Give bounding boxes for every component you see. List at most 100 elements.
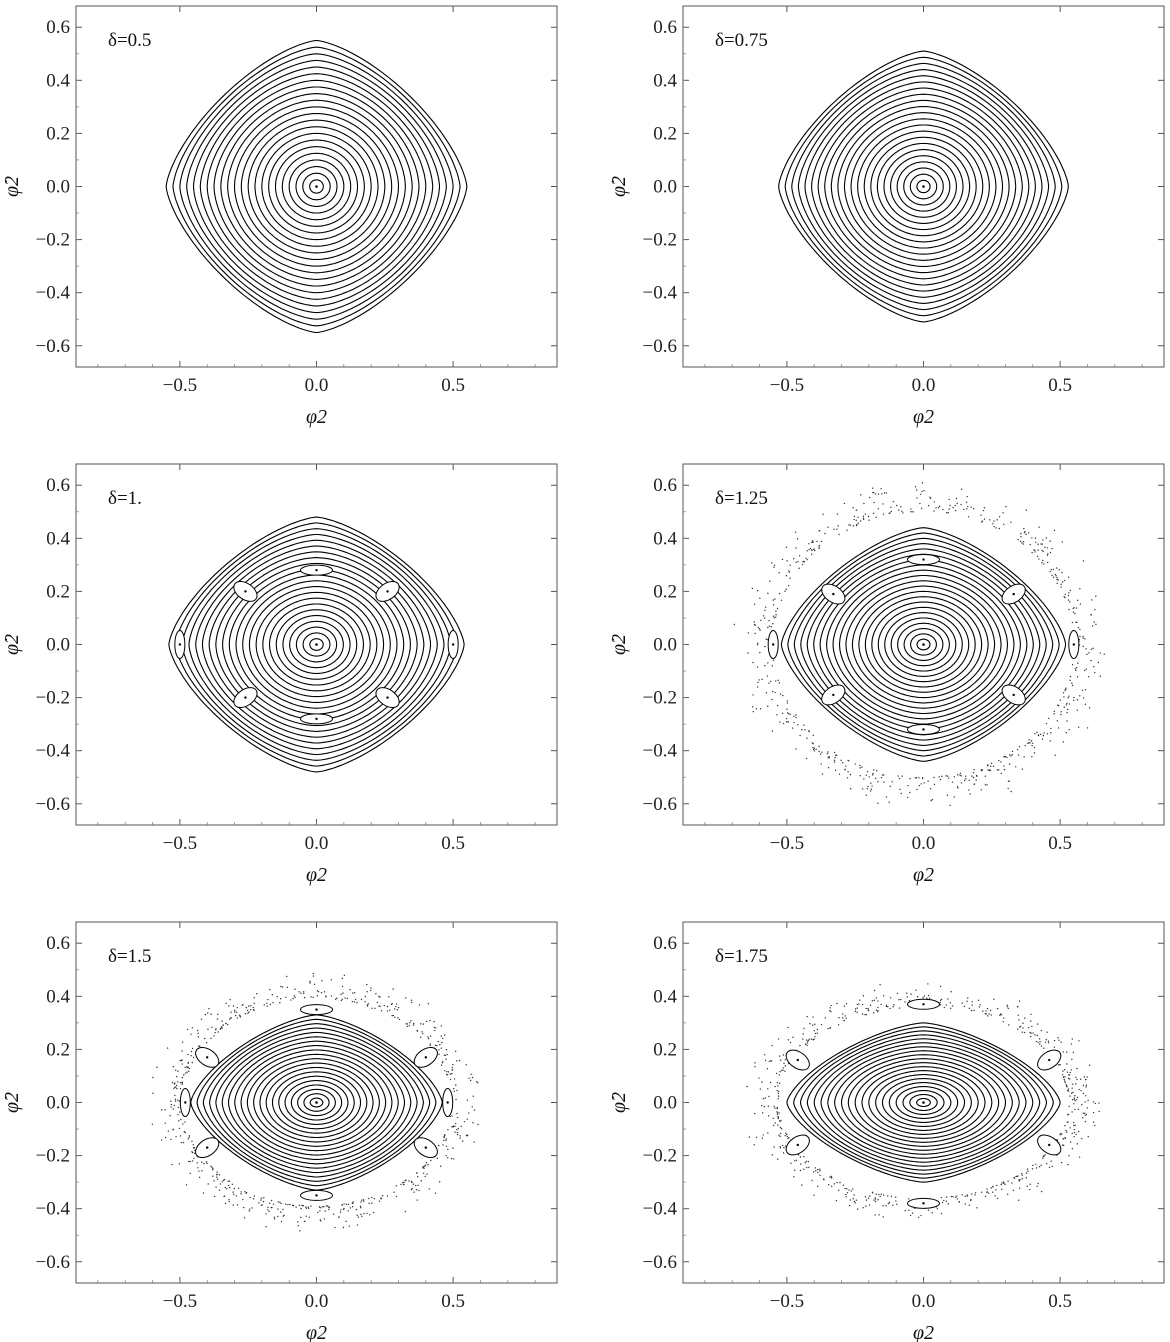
chaos-point	[164, 1136, 167, 1139]
chaos-point	[854, 1202, 856, 1204]
chaos-point	[175, 1084, 178, 1087]
chaos-point	[778, 1074, 781, 1076]
chaos-point	[846, 529, 848, 531]
chaos-point	[1082, 697, 1085, 699]
chaos-point	[472, 1122, 474, 1124]
chaos-point	[1038, 1166, 1041, 1168]
chaos-point	[394, 1016, 396, 1018]
chaos-point	[1062, 1076, 1065, 1078]
chaos-point	[889, 1007, 891, 1010]
chaos-point	[451, 1067, 454, 1069]
chaos-point	[394, 1008, 396, 1010]
orbit-curve	[884, 612, 963, 677]
chaos-point	[777, 1117, 779, 1120]
chaos-point	[939, 778, 942, 781]
chaos-point	[821, 773, 824, 775]
chaos-point	[151, 1123, 154, 1125]
chaos-point	[941, 1201, 944, 1204]
chaos-point	[768, 1060, 770, 1063]
chaos-point	[945, 512, 948, 514]
chaos-point	[341, 977, 344, 980]
chaos-point	[865, 1013, 868, 1016]
chaos-point	[477, 1123, 479, 1126]
chaos-point	[982, 1010, 984, 1012]
chaos-point	[451, 1072, 453, 1075]
chaos-point	[863, 502, 865, 505]
chaos-point	[356, 1001, 358, 1004]
chaos-point	[392, 988, 394, 990]
chaos-point	[190, 1033, 192, 1035]
chaos-point	[966, 1000, 968, 1002]
y-tick-label: −0.6	[36, 336, 70, 357]
chaos-point	[908, 1209, 910, 1212]
chaos-point	[371, 1196, 373, 1199]
chaos-point	[888, 801, 890, 803]
orbit-curve	[309, 1097, 324, 1108]
island-center	[1048, 1058, 1051, 1062]
chaos-point	[152, 1076, 154, 1079]
orbit-curve	[784, 56, 1063, 317]
chaos-point	[1103, 653, 1105, 655]
x-axis-label: φ2	[913, 406, 934, 428]
chaos-point	[1040, 1164, 1042, 1166]
chaos-point	[1084, 1114, 1086, 1117]
chaos-point	[1000, 1183, 1002, 1186]
chaos-point	[1066, 702, 1068, 705]
chaos-point	[428, 1188, 431, 1190]
orbit-curve	[876, 142, 971, 231]
chaos-point	[906, 992, 908, 994]
chaos-point	[357, 1216, 360, 1218]
chaos-point	[1074, 1108, 1076, 1111]
chaos-point	[427, 1003, 430, 1005]
chaos-point	[178, 1127, 181, 1130]
chaos-point	[429, 1043, 431, 1045]
chaos-point	[427, 1037, 430, 1040]
chaos-point	[975, 774, 978, 777]
chaos-point	[798, 567, 800, 570]
chaos-point	[440, 1064, 443, 1066]
chaos-point	[806, 1015, 808, 1018]
chaos-point	[1034, 551, 1036, 553]
chaos-point	[1054, 573, 1056, 576]
island-center	[244, 696, 247, 699]
chaos-point	[1038, 558, 1040, 560]
chaos-point	[782, 722, 785, 725]
chaos-point	[746, 1085, 748, 1088]
chaos-point	[892, 1204, 894, 1206]
chaos-point	[875, 516, 877, 518]
chaos-point	[345, 1220, 347, 1223]
chaos-point	[253, 1002, 255, 1005]
chaos-point	[221, 1181, 223, 1183]
chaos-point	[319, 1206, 321, 1208]
chaos-point	[947, 1203, 950, 1205]
orbit-curve	[209, 1027, 424, 1178]
chaos-point	[778, 1134, 780, 1136]
chaos-point	[818, 750, 820, 753]
y-tick-label: −0.6	[643, 336, 677, 357]
chaos-point	[1095, 595, 1097, 597]
chaos-point	[868, 1204, 871, 1206]
island-center	[922, 728, 925, 731]
chaos-point	[1080, 1089, 1082, 1092]
chaos-point	[855, 519, 857, 521]
chaos-point	[228, 1198, 230, 1201]
island-center	[386, 590, 389, 593]
chaos-point	[207, 1028, 209, 1030]
orbit-curve	[800, 543, 1047, 746]
chaos-point	[216, 1178, 219, 1180]
chaos-point	[757, 642, 759, 644]
chaos-point	[788, 570, 790, 572]
chaos-point	[1082, 1117, 1084, 1119]
chaos-point	[850, 1190, 852, 1192]
chaos-point	[827, 1027, 829, 1030]
orbit-curve	[824, 93, 1023, 280]
orbit-curve	[883, 149, 964, 224]
chaos-point	[806, 1042, 809, 1044]
chaos-point	[861, 766, 863, 768]
orbit-curve	[786, 1022, 1061, 1183]
chaos-point	[855, 509, 858, 511]
orbit-curve	[309, 179, 324, 194]
chaos-point	[805, 757, 808, 760]
chaos-point	[786, 712, 789, 714]
chaos-point	[1031, 551, 1033, 554]
